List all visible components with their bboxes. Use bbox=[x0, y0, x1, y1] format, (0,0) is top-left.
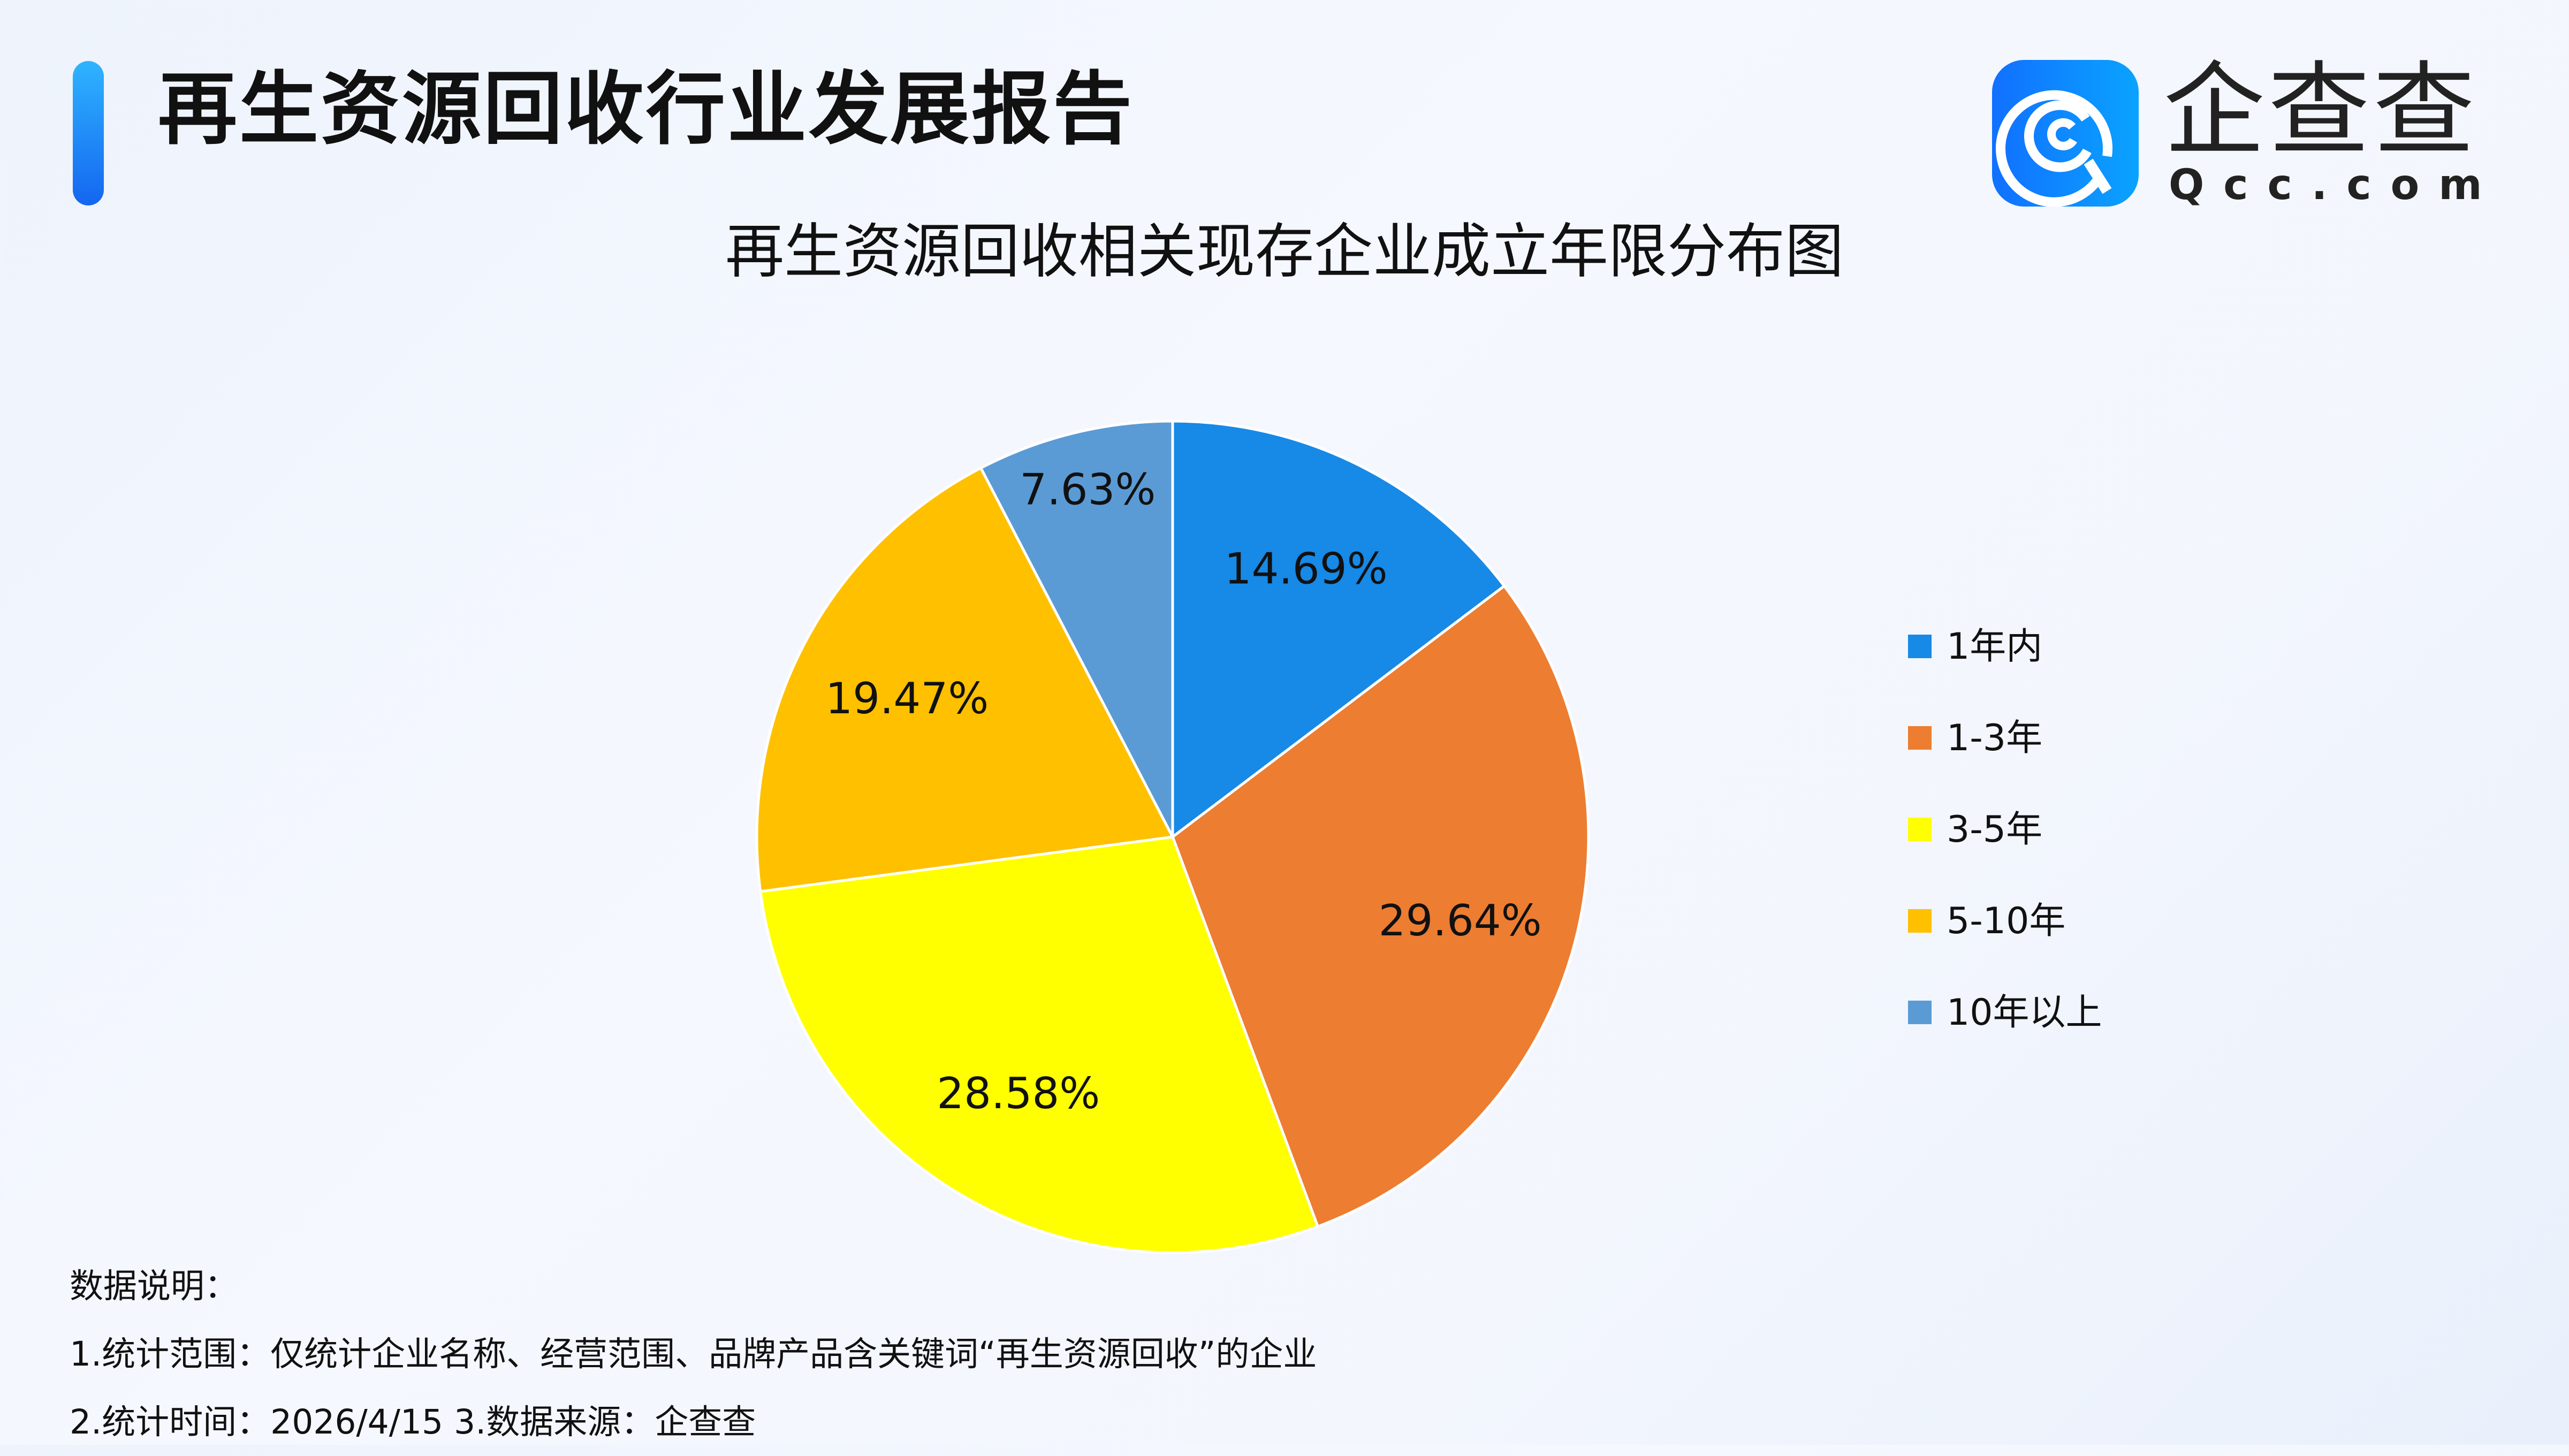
legend-swatch bbox=[1908, 1001, 1932, 1025]
notes-line-2: 2.统计时间：2026/4/15 3.数据来源：企查查 bbox=[70, 1402, 756, 1442]
legend-swatch bbox=[1908, 726, 1932, 750]
pie-slice-4 bbox=[979, 420, 1174, 838]
legend-label: 1-3年 bbox=[1947, 717, 2043, 759]
data-label: 28.58% bbox=[937, 1069, 1100, 1118]
data-notes: 数据说明： 1.统计范围：仅统计企业名称、经营范围、品牌产品含关键词“再生资源回… bbox=[70, 1252, 1317, 1456]
data-label: 19.47% bbox=[825, 674, 989, 723]
legend-label: 3-5年 bbox=[1947, 809, 2043, 851]
qcc-logo-icon bbox=[1992, 60, 2139, 207]
legend-swatch bbox=[1908, 818, 1932, 842]
data-label: 14.69% bbox=[1225, 544, 1388, 594]
legend-swatch bbox=[1908, 635, 1932, 659]
logo-text-en: Qcc.com bbox=[2169, 161, 2502, 209]
notes-heading: 数据说明： bbox=[70, 1267, 238, 1306]
legend-swatch bbox=[1908, 909, 1932, 933]
accent-bar bbox=[73, 61, 104, 205]
notes-line-1: 1.统计范围：仅统计企业名称、经营范围、品牌产品含关键词“再生资源回收”的企业 bbox=[70, 1335, 1317, 1374]
legend-item: 5-10年 bbox=[1908, 903, 2065, 940]
pie-slice-2 bbox=[758, 835, 1320, 1254]
pie-slice-1 bbox=[1171, 584, 1590, 1229]
chart-title: 再生资源回收相关现存企业成立年限分布图 bbox=[725, 217, 1844, 286]
pie-slice-0 bbox=[1171, 420, 1507, 840]
legend-item: 1年内 bbox=[1908, 629, 2042, 665]
pie-slice-3 bbox=[755, 466, 1175, 893]
legend-item: 1-3年 bbox=[1908, 720, 2042, 757]
legend-item: 10年以上 bbox=[1908, 995, 2102, 1031]
data-label: 29.64% bbox=[1379, 896, 1542, 946]
logo-text-cn: 企查查 bbox=[2163, 51, 2479, 170]
legend-item: 3-5年 bbox=[1908, 812, 2042, 848]
legend-label: 5-10年 bbox=[1947, 900, 2066, 942]
page-title: 再生资源回收行业发展报告 bbox=[158, 63, 1134, 155]
data-label: 7.63% bbox=[1020, 464, 1156, 514]
legend-label: 10年以上 bbox=[1947, 992, 2102, 1034]
legend-label: 1年内 bbox=[1947, 626, 2043, 668]
